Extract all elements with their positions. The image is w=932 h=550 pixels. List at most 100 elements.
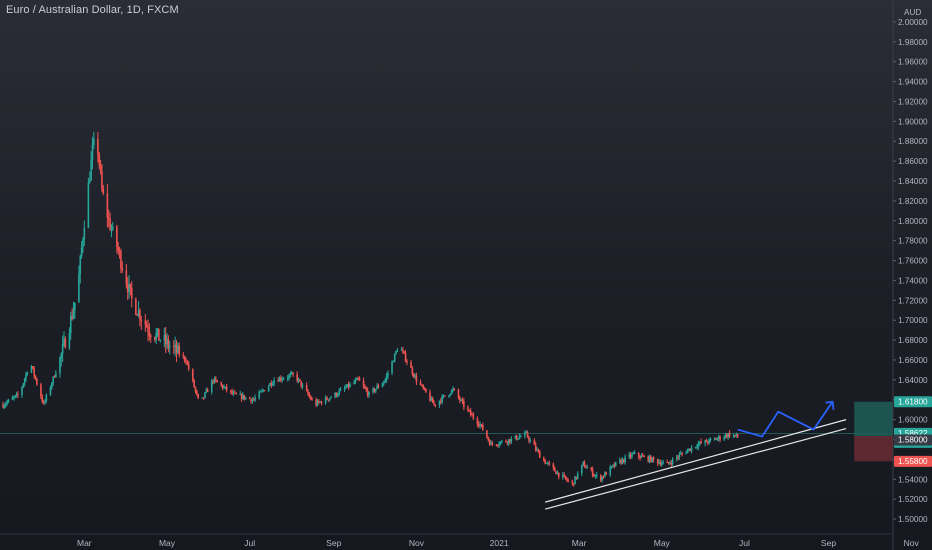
candle-body xyxy=(40,384,42,398)
candle-body xyxy=(164,335,167,344)
price-tick-label: 1.82000 xyxy=(898,197,928,206)
candle-body xyxy=(514,435,517,439)
candle-body xyxy=(696,446,698,448)
candle-body xyxy=(506,441,509,444)
candle-body xyxy=(288,375,290,378)
candle-body xyxy=(734,435,736,437)
candle-body xyxy=(700,441,702,444)
candle-body xyxy=(244,397,247,400)
candle-body xyxy=(120,251,122,269)
price-tick-label: 1.94000 xyxy=(898,78,928,87)
candle-body xyxy=(82,239,84,248)
candle-body xyxy=(362,380,365,387)
candle-body xyxy=(735,433,738,436)
candle-body xyxy=(258,391,260,398)
candle-body xyxy=(17,394,19,396)
candle-body xyxy=(553,467,556,472)
candle-body xyxy=(423,388,426,390)
trendlines[interactable] xyxy=(545,419,847,510)
candle-body xyxy=(243,395,246,400)
candle-body xyxy=(174,344,176,348)
candle-body xyxy=(686,450,689,453)
candle-body xyxy=(567,480,570,482)
time-axis[interactable]: Mar May Jul Sep Nov 2021 Mar May Jul Sep Nov xyxy=(0,533,920,548)
candle-body xyxy=(605,472,607,475)
candle-body xyxy=(518,436,521,439)
candle-body xyxy=(429,392,431,401)
candle-body xyxy=(99,165,102,172)
time-tick-label: 2021 xyxy=(490,538,509,548)
candle-body xyxy=(459,397,461,401)
candle-body xyxy=(732,435,735,437)
candle-body xyxy=(632,453,635,455)
candle-body xyxy=(715,438,717,440)
candle-body xyxy=(97,138,99,154)
projection-arrow[interactable] xyxy=(737,400,835,438)
candle-body xyxy=(292,372,294,375)
time-tick-label: Nov xyxy=(904,538,920,548)
candle-body xyxy=(384,379,387,382)
candle-body xyxy=(32,366,34,369)
candle-body xyxy=(480,424,483,426)
candle-body xyxy=(307,390,309,395)
candle-body xyxy=(670,463,673,465)
time-tick-label: Jul xyxy=(739,538,750,548)
price-axis[interactable]: 2.00000 1.98000 1.96000 1.94000 1.92000 1.900… xyxy=(892,0,928,550)
candle-body xyxy=(215,378,217,381)
price-tick-label: 1.98000 xyxy=(898,38,928,47)
candle-body xyxy=(563,474,565,476)
candle-body xyxy=(315,399,317,406)
price-tick-label: 1.68000 xyxy=(898,336,928,345)
trendline-lower xyxy=(545,427,847,510)
candle-body xyxy=(538,451,541,458)
candle-body xyxy=(374,388,377,392)
candle-body xyxy=(232,392,235,394)
candle-body xyxy=(166,339,168,344)
candle-body xyxy=(610,466,613,468)
candle-body xyxy=(191,369,194,381)
candle-body xyxy=(639,456,641,458)
candle-body xyxy=(575,476,578,479)
candle-body xyxy=(671,458,674,465)
candle-body xyxy=(536,449,538,451)
candle-body xyxy=(667,462,670,464)
candle-body xyxy=(490,442,492,445)
candle-body xyxy=(354,379,357,383)
candle-body xyxy=(334,392,336,398)
candle-body xyxy=(205,389,208,393)
candle-body xyxy=(472,414,475,419)
candle-body xyxy=(392,361,395,363)
candle-body xyxy=(376,385,378,389)
candle-body xyxy=(604,472,606,477)
candle-body xyxy=(685,452,687,454)
candle-body xyxy=(326,397,328,400)
candle-body xyxy=(128,283,130,293)
candle-body xyxy=(154,337,156,340)
candle-body xyxy=(414,375,416,377)
candle-body xyxy=(328,398,331,400)
candle-body xyxy=(410,362,412,369)
candle-body xyxy=(457,389,460,398)
candle-body xyxy=(406,360,408,363)
candle-body xyxy=(220,382,223,386)
candle-body xyxy=(440,400,442,402)
candle-body xyxy=(564,475,567,479)
candle-body xyxy=(495,444,498,446)
candle-body xyxy=(3,405,6,408)
candle-body xyxy=(204,392,206,398)
candle-body xyxy=(396,350,399,352)
candle-body xyxy=(182,355,185,357)
candle-body xyxy=(515,435,518,440)
candle-body xyxy=(647,456,650,462)
projection-path xyxy=(737,401,834,438)
candle-body xyxy=(640,455,643,458)
candle-body xyxy=(91,145,94,160)
long-position-tool[interactable] xyxy=(854,401,893,462)
candle-body xyxy=(555,471,557,475)
candle-body xyxy=(651,457,654,462)
candle-body xyxy=(690,447,693,451)
candle-body xyxy=(90,159,92,181)
candle-body xyxy=(415,375,418,382)
candle-body xyxy=(505,440,507,442)
